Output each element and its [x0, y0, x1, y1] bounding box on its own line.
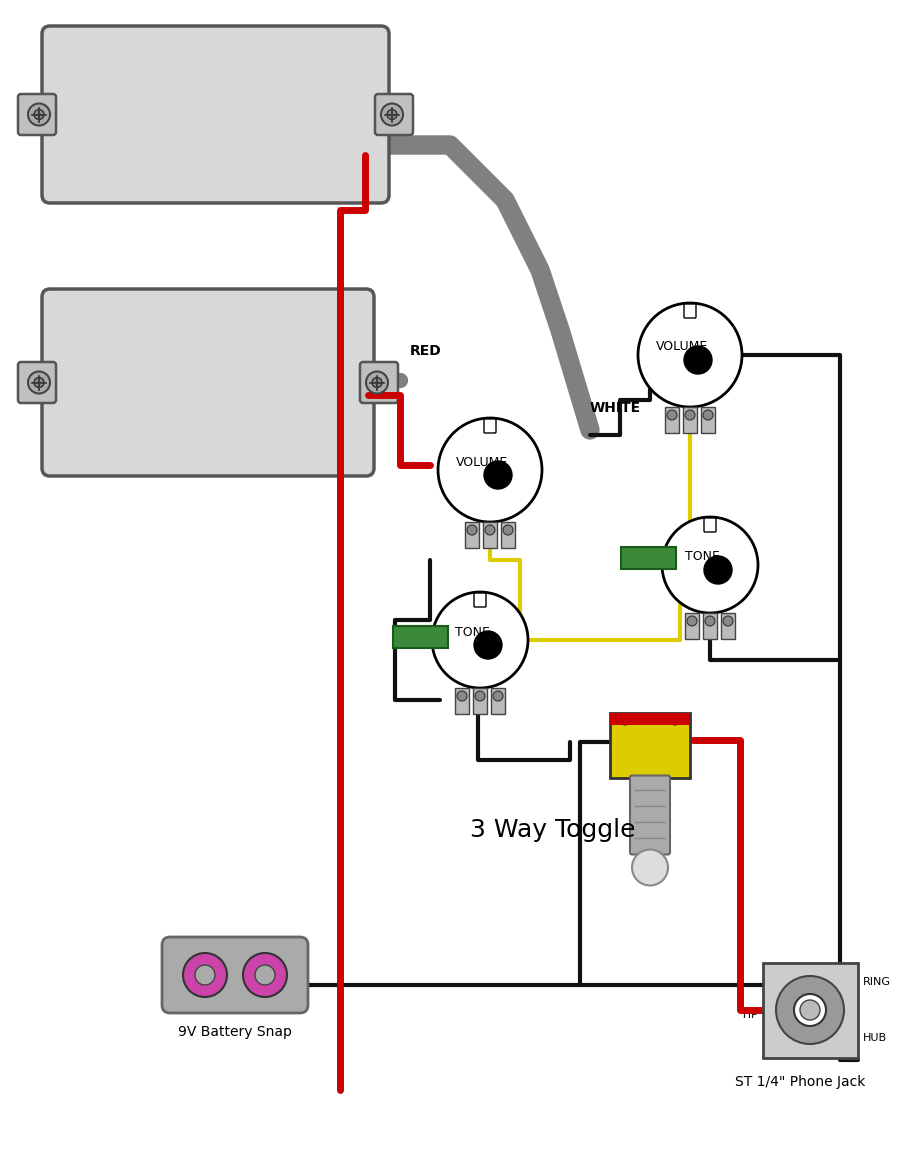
Circle shape [484, 461, 512, 489]
Circle shape [255, 965, 275, 985]
Text: VOLUME: VOLUME [655, 340, 708, 353]
Circle shape [28, 103, 50, 125]
Bar [483, 522, 497, 548]
Circle shape [467, 525, 477, 535]
FancyBboxPatch shape [474, 593, 486, 607]
Bar [501, 522, 515, 548]
FancyBboxPatch shape [375, 94, 413, 135]
Circle shape [475, 691, 485, 701]
Text: HUB: HUB [863, 1033, 887, 1042]
Bar [610, 713, 690, 778]
Circle shape [667, 410, 677, 420]
Bar [721, 613, 735, 639]
Circle shape [794, 994, 826, 1026]
Circle shape [183, 954, 227, 997]
Circle shape [685, 410, 695, 420]
Text: ST 1/4" Phone Jack: ST 1/4" Phone Jack [734, 1075, 865, 1089]
FancyBboxPatch shape [484, 419, 496, 433]
Circle shape [387, 110, 397, 119]
Bar [665, 407, 679, 433]
Bar [703, 613, 717, 639]
Circle shape [684, 346, 712, 374]
Bar [683, 407, 697, 433]
Circle shape [687, 615, 697, 626]
Circle shape [776, 976, 844, 1044]
Circle shape [457, 691, 467, 701]
FancyBboxPatch shape [162, 937, 308, 1013]
Bar [610, 713, 690, 724]
FancyBboxPatch shape [18, 94, 56, 135]
Circle shape [503, 525, 513, 535]
Text: TONE: TONE [454, 626, 489, 639]
Bar [701, 407, 715, 433]
Circle shape [620, 716, 630, 725]
Circle shape [638, 303, 742, 407]
Text: RING: RING [863, 977, 890, 987]
Text: TIP: TIP [741, 1010, 757, 1020]
FancyBboxPatch shape [360, 362, 398, 402]
Text: 9V Battery Snap: 9V Battery Snap [178, 1025, 292, 1039]
Text: 3 Way Toggle: 3 Way Toggle [470, 818, 635, 842]
Text: VOLUME: VOLUME [456, 455, 509, 468]
Circle shape [432, 592, 528, 688]
Bar [393, 626, 447, 648]
FancyBboxPatch shape [42, 26, 389, 204]
FancyBboxPatch shape [704, 518, 716, 532]
Circle shape [28, 372, 50, 393]
FancyBboxPatch shape [630, 776, 670, 854]
Bar [473, 688, 487, 714]
Circle shape [34, 378, 44, 387]
Circle shape [34, 110, 44, 119]
Circle shape [372, 378, 382, 387]
Circle shape [243, 954, 287, 997]
Circle shape [438, 418, 542, 522]
FancyBboxPatch shape [48, 295, 368, 470]
Circle shape [366, 372, 388, 393]
Circle shape [723, 615, 733, 626]
Circle shape [670, 716, 680, 725]
Circle shape [474, 631, 502, 659]
Circle shape [485, 525, 495, 535]
Bar [685, 613, 699, 639]
FancyBboxPatch shape [18, 362, 56, 402]
Bar [621, 548, 676, 569]
Circle shape [800, 1000, 820, 1020]
FancyBboxPatch shape [48, 32, 383, 197]
Circle shape [704, 556, 732, 584]
Text: WHITE: WHITE [590, 401, 641, 415]
Circle shape [662, 517, 758, 613]
FancyBboxPatch shape [42, 289, 374, 476]
Bar [455, 688, 469, 714]
Bar [465, 522, 479, 548]
Circle shape [705, 615, 715, 626]
Circle shape [632, 849, 668, 886]
Bar [763, 963, 857, 1058]
Circle shape [381, 103, 403, 125]
Circle shape [703, 410, 713, 420]
Text: RED: RED [410, 344, 442, 358]
Bar [491, 688, 505, 714]
FancyBboxPatch shape [684, 304, 696, 318]
Circle shape [493, 691, 503, 701]
Circle shape [195, 965, 215, 985]
Text: TONE: TONE [685, 551, 720, 564]
